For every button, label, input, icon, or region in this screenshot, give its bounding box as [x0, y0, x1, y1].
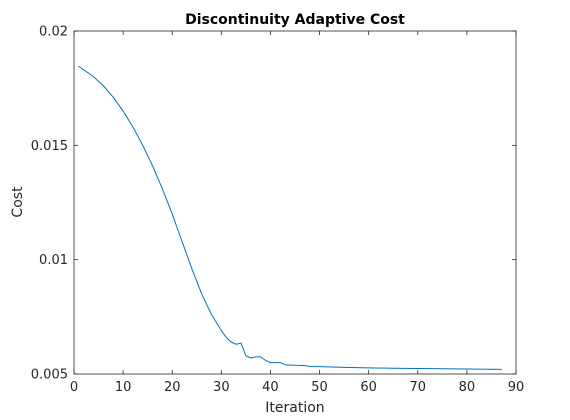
x-tick-label: 10: [115, 380, 132, 395]
tick-labels-layer: 0 10 20 30 40 50 60 70 80 90 0.005 0.01 0.015 0.02: [31, 25, 524, 396]
plot-frame: [73, 30, 517, 375]
x-tick-label: 80: [459, 380, 476, 395]
plot-area: [74, 31, 516, 374]
y-tick-label: 0.015: [31, 139, 68, 154]
series-layer: [78, 65, 502, 370]
x-tick-label: 20: [164, 380, 181, 395]
chart-title: Discontinuity Adaptive Cost: [185, 12, 405, 28]
series-line-cost: [78, 65, 502, 370]
x-tick-label: 30: [213, 380, 230, 395]
x-tick-label: 70: [410, 380, 427, 395]
x-tick-label: 60: [360, 380, 377, 395]
y-tick-label: 0.005: [31, 368, 68, 383]
x-tick-label: 90: [508, 380, 525, 395]
y-tick-label: 0.01: [39, 253, 68, 268]
x-axis-label: Iteration: [265, 400, 324, 416]
y-axis-label: Cost: [10, 186, 26, 218]
x-tick-label: 40: [262, 380, 279, 395]
x-tick-label: 0: [70, 380, 78, 395]
x-tick-label: 50: [311, 380, 328, 395]
y-tick-label: 0.02: [39, 25, 68, 40]
